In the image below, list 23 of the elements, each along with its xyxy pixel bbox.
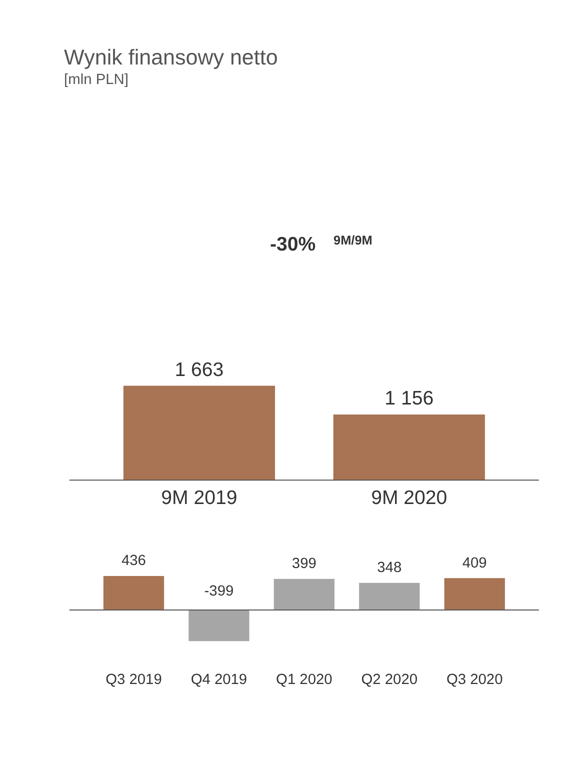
x-tick-label: 9M 2019 (161, 487, 238, 510)
x-tick-label: 9M 2020 (371, 487, 448, 510)
data-label: 1 663 (174, 358, 224, 381)
data-label: 1 156 (384, 388, 434, 410)
data-label: 436 (122, 553, 146, 570)
x-tick-label: Q2 2020 (361, 672, 418, 688)
bar (359, 582, 420, 610)
data-label: 348 (377, 560, 402, 576)
x-tick-label: Q3 2019 (106, 672, 162, 688)
data-label: 399 (292, 556, 316, 572)
chart-subtitle: [mln PLN] (64, 72, 128, 88)
bar (103, 576, 164, 610)
data-label: 409 (462, 555, 487, 572)
x-tick-label: Q3 2020 (446, 672, 503, 688)
data-label: -399 (204, 583, 234, 600)
text: 9M/9M (334, 232, 372, 248)
bar (444, 578, 505, 610)
bar (188, 610, 250, 642)
x-tick-label: Q1 2020 (276, 672, 332, 688)
chart-title: Wynik finansowy netto (64, 45, 278, 70)
x-tick-label: Q4 2019 (190, 672, 248, 688)
bar (274, 578, 334, 610)
text: -30% (270, 233, 316, 256)
